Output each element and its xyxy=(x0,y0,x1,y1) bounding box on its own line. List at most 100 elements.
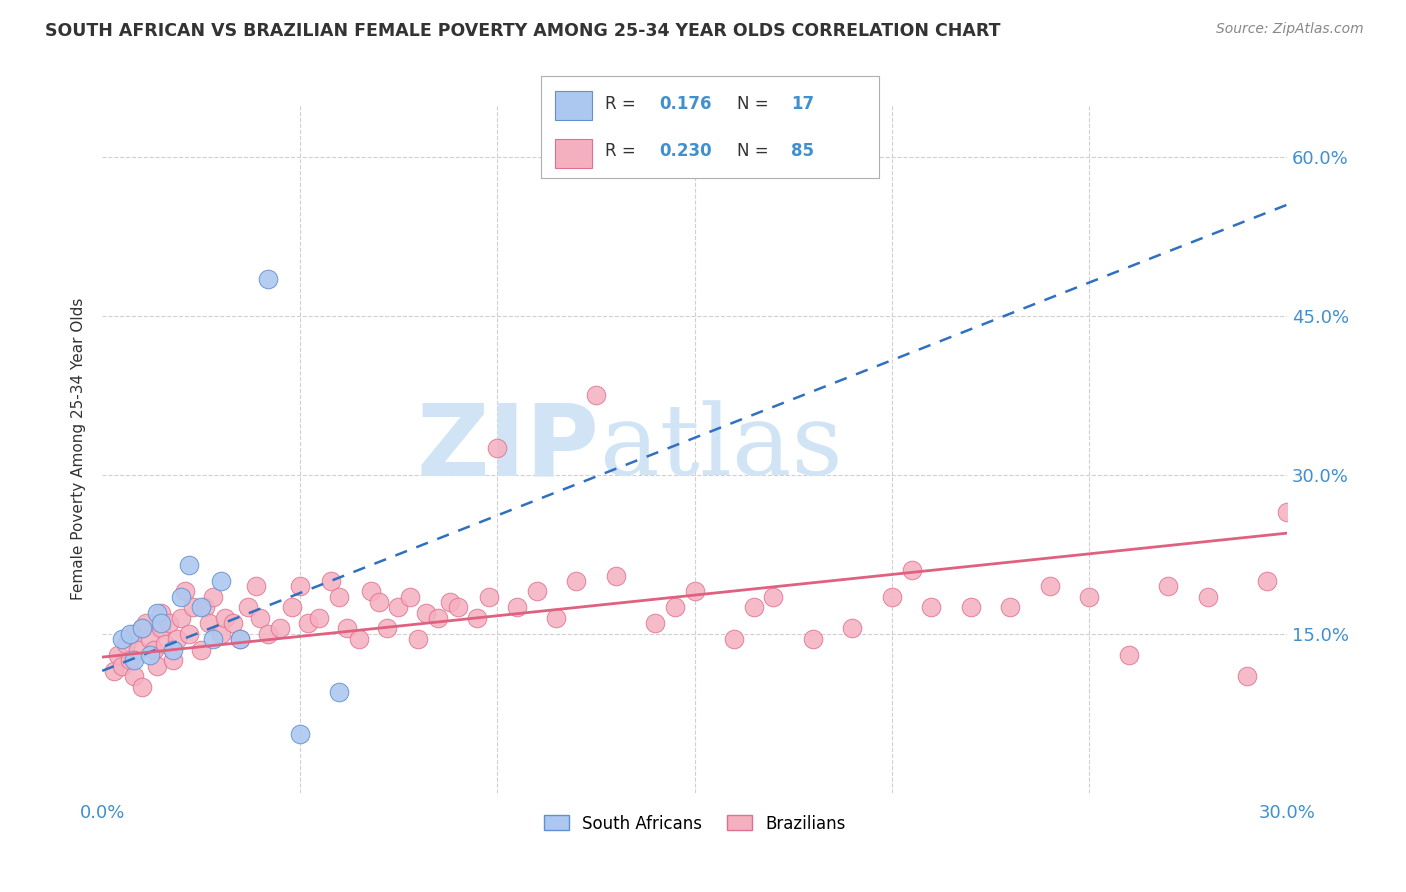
Point xyxy=(1275,505,1298,519)
Point xyxy=(214,611,236,625)
Point xyxy=(467,611,489,625)
Point xyxy=(439,595,461,609)
Point xyxy=(157,616,180,631)
Point xyxy=(506,600,529,615)
Point xyxy=(142,642,165,657)
Point xyxy=(281,600,304,615)
Point xyxy=(1256,574,1278,588)
Point xyxy=(841,622,863,636)
Point xyxy=(131,622,153,636)
Point xyxy=(229,632,252,646)
Point xyxy=(486,442,509,456)
Point xyxy=(565,574,588,588)
Text: R =: R = xyxy=(606,95,641,113)
Point xyxy=(122,627,145,641)
Point xyxy=(122,653,145,667)
Point xyxy=(546,611,568,625)
Point xyxy=(245,579,267,593)
Point xyxy=(209,574,232,588)
Point xyxy=(723,632,745,646)
Point xyxy=(131,622,153,636)
Point xyxy=(399,590,422,604)
Point xyxy=(170,590,193,604)
Point xyxy=(426,611,449,625)
FancyBboxPatch shape xyxy=(555,91,592,120)
Point xyxy=(1039,579,1062,593)
Point xyxy=(103,664,125,678)
Point xyxy=(308,611,330,625)
Point xyxy=(201,632,224,646)
Point xyxy=(328,685,350,699)
Point xyxy=(131,680,153,694)
Text: 0.176: 0.176 xyxy=(659,95,711,113)
Text: 17: 17 xyxy=(792,95,814,113)
Point xyxy=(1000,600,1022,615)
Point xyxy=(328,590,350,604)
Point xyxy=(146,658,169,673)
Point xyxy=(170,611,193,625)
Point xyxy=(288,579,311,593)
Point xyxy=(960,600,983,615)
Point xyxy=(1197,590,1219,604)
Text: R =: R = xyxy=(606,142,641,161)
Point xyxy=(762,590,785,604)
Point xyxy=(347,632,370,646)
Point xyxy=(209,627,232,641)
Point xyxy=(360,584,382,599)
Point xyxy=(1157,579,1180,593)
Text: N =: N = xyxy=(737,95,773,113)
Point xyxy=(367,595,389,609)
Point xyxy=(683,584,706,599)
Point xyxy=(1236,669,1258,683)
Point xyxy=(238,600,260,615)
Point xyxy=(375,622,398,636)
Point xyxy=(257,272,280,286)
Point xyxy=(146,606,169,620)
Point xyxy=(288,727,311,741)
Point xyxy=(177,558,200,572)
Point xyxy=(297,616,319,631)
Point xyxy=(150,606,173,620)
Point xyxy=(198,616,221,631)
Point xyxy=(742,600,765,615)
Point xyxy=(181,600,204,615)
Text: N =: N = xyxy=(737,142,773,161)
Point xyxy=(900,563,922,577)
Point xyxy=(664,600,686,615)
Point xyxy=(269,622,291,636)
Point xyxy=(336,622,359,636)
Point xyxy=(122,669,145,683)
Point xyxy=(177,627,200,641)
Point xyxy=(585,388,607,402)
Text: ZIP: ZIP xyxy=(416,400,600,497)
Y-axis label: Female Poverty Among 25-34 Year Olds: Female Poverty Among 25-34 Year Olds xyxy=(72,297,86,599)
Point xyxy=(107,648,129,662)
Point xyxy=(221,616,243,631)
Point xyxy=(880,590,903,604)
Point xyxy=(190,600,212,615)
Point xyxy=(194,600,217,615)
Point xyxy=(526,584,548,599)
Point xyxy=(150,616,173,631)
Point xyxy=(155,637,177,651)
Point xyxy=(150,622,173,636)
Point xyxy=(138,648,160,662)
Point xyxy=(920,600,942,615)
Point xyxy=(118,627,141,641)
Point xyxy=(201,590,224,604)
Point xyxy=(162,653,184,667)
Point xyxy=(111,658,134,673)
Point xyxy=(644,616,666,631)
Point xyxy=(115,637,138,651)
Text: 0.230: 0.230 xyxy=(659,142,711,161)
Point xyxy=(138,632,160,646)
Point xyxy=(415,606,437,620)
Point xyxy=(478,590,501,604)
Point xyxy=(1118,648,1140,662)
Point xyxy=(1078,590,1101,604)
Point xyxy=(190,642,212,657)
Point xyxy=(249,611,271,625)
FancyBboxPatch shape xyxy=(555,139,592,168)
Point xyxy=(118,653,141,667)
Text: 85: 85 xyxy=(792,142,814,161)
